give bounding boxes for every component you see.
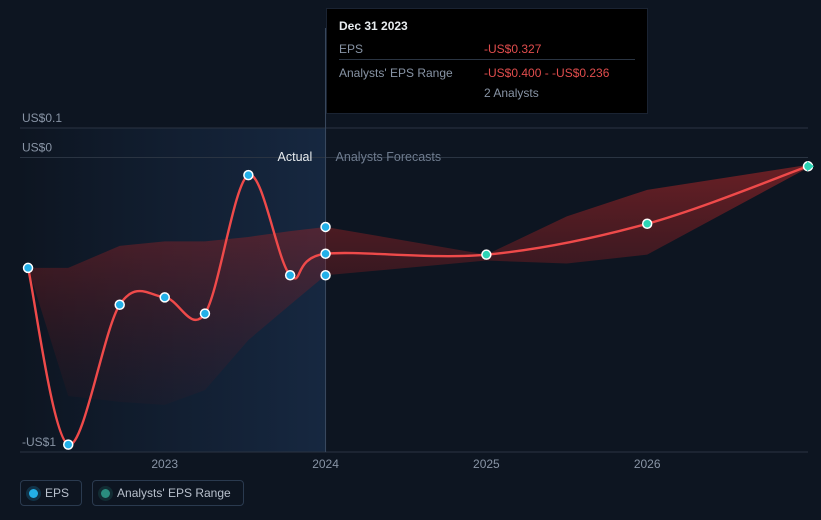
- actual-region-label: Actual: [278, 150, 313, 164]
- svg-text:2026: 2026: [634, 457, 661, 471]
- legend-dot-icon: [29, 489, 38, 498]
- chart-tooltip: Dec 31 2023 EPS-US$0.327Analysts' EPS Ra…: [326, 8, 648, 114]
- tooltip-row-value: -US$0.400 - -US$0.236: [484, 60, 635, 84]
- tooltip-row-label: EPS: [339, 39, 484, 60]
- svg-text:2023: 2023: [151, 457, 178, 471]
- forecasts-region-label: Analysts Forecasts: [336, 150, 442, 164]
- tooltip-row-value: 2 Analysts: [484, 83, 635, 103]
- legend-item[interactable]: Analysts' EPS Range: [92, 480, 244, 506]
- tooltip-row-value: -US$0.327: [484, 39, 635, 60]
- legend-label: EPS: [45, 486, 69, 500]
- svg-text:US$0.1: US$0.1: [22, 111, 62, 125]
- legend-dot-icon: [101, 489, 110, 498]
- svg-text:US$0: US$0: [22, 140, 52, 154]
- tooltip-title: Dec 31 2023: [339, 17, 635, 35]
- eps-chart: US$0.1 US$0 -US$1 2023 2024 2025 2026 Actual A…: [0, 0, 821, 520]
- legend-label: Analysts' EPS Range: [117, 486, 231, 500]
- legend: EPS Analysts' EPS Range: [20, 480, 244, 506]
- svg-text:2024: 2024: [312, 457, 339, 471]
- legend-item[interactable]: EPS: [20, 480, 82, 506]
- tooltip-row-label: Analysts' EPS Range: [339, 60, 484, 84]
- svg-text:2025: 2025: [473, 457, 500, 471]
- tooltip-row-label: [339, 83, 484, 103]
- svg-text:-US$1: -US$1: [22, 435, 56, 449]
